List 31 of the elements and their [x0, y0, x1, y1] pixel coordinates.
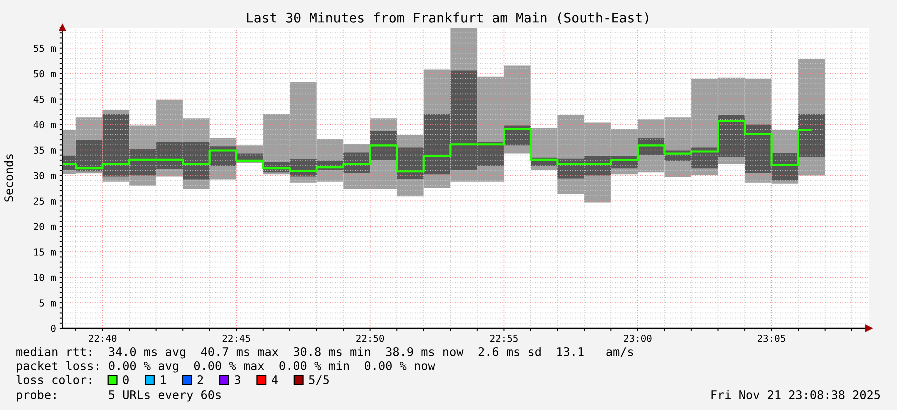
y-tick-label: 20 m	[34, 223, 56, 230]
legend-label: 2	[198, 376, 204, 384]
x-tick-label: 22:50	[356, 334, 384, 342]
text: Fri Nov 21 23:08:38 2025	[712, 390, 880, 400]
y-tick-label: 30 m	[34, 172, 56, 180]
y-tick-label: 5 m	[40, 300, 56, 307]
y-tick-label: 55 m	[34, 45, 56, 52]
x-tick-label: 22:45	[222, 334, 250, 342]
y-tick-label: 40 m	[34, 121, 56, 129]
x-tick-label: 23:05	[758, 334, 786, 342]
legend-label: 1	[161, 376, 166, 384]
y-tick-label: 50 m	[34, 70, 56, 78]
legend-label: 0	[123, 376, 129, 384]
y-tick-label: 0	[51, 325, 56, 332]
legend-label: 4	[272, 376, 278, 384]
x-tick-label: 22:55	[490, 334, 518, 342]
x-tick-label: 22:40	[89, 334, 117, 342]
y-tick-label: 10 m	[34, 274, 56, 282]
text: probe: 5 URLs every 60s	[17, 390, 221, 402]
y-tick-label: 35 m	[34, 146, 56, 154]
text: packet loss: 0.00 % avg 0.00 % max 0.00 % min 0.00 % now	[17, 361, 436, 373]
legend-label: 3	[234, 376, 240, 384]
y-tick-label: 15 m	[34, 248, 56, 256]
x-tick-label: 23:00	[624, 334, 652, 342]
y-tick-label: 45 m	[34, 96, 56, 104]
legend-title: loss color:	[16, 375, 92, 384]
y-tick-label: 25 m	[34, 198, 56, 205]
chart-title: Last 30 Minutes from Frankfurt am Main (South-East)	[247, 12, 648, 24]
text: median rtt: 34.0 ms avg 40.7 ms max 30.8 ms min 38.9 ms now 2.6 ms sd 13.1 am/s	[16, 347, 634, 359]
legend-label: 5/5	[309, 376, 329, 386]
y-axis-title: Seconds	[4, 154, 14, 202]
